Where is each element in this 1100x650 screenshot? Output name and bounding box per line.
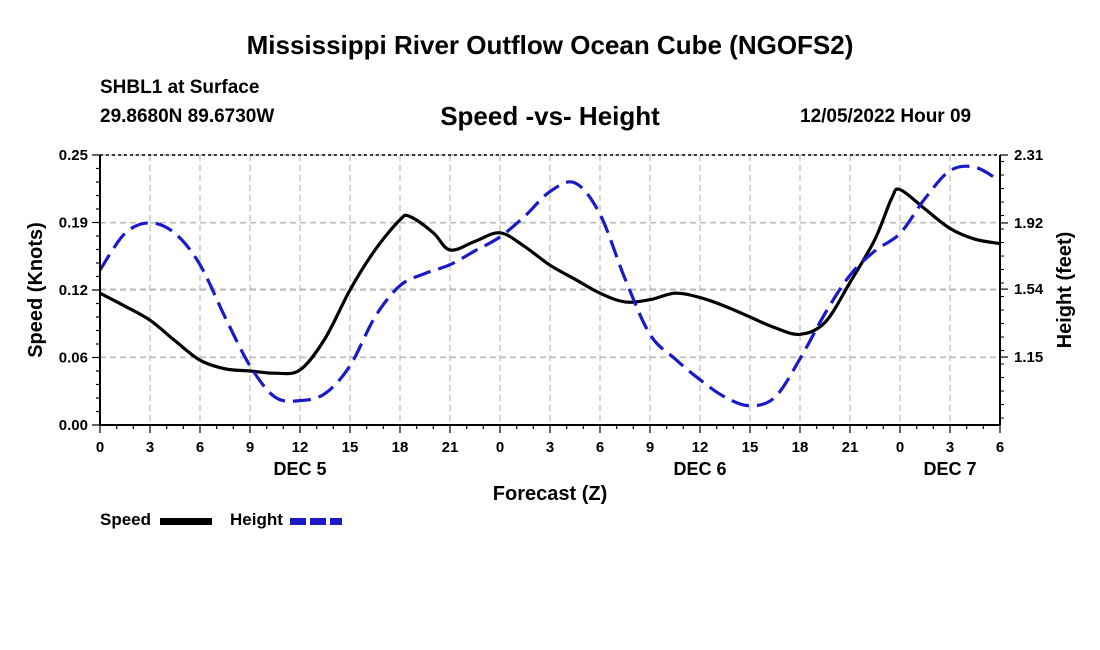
- legend-height-label: Height: [230, 510, 283, 529]
- x-tick-label: 15: [342, 439, 359, 456]
- x-tick-label: 21: [842, 439, 859, 456]
- series-line-speed: [99, 187, 1001, 376]
- y2-tick-label: 1.92: [1014, 215, 1043, 232]
- y-tick-label: 0.06: [59, 350, 88, 367]
- y-tick-label: 0.19: [59, 215, 88, 232]
- chart-subtitle: Speed -vs- Height: [440, 101, 660, 131]
- axes: 0 3 6 9 12 15 18 21 0 3 6 9 12 15 18 21 0 3 6 DEC 5 DEC 6 DEC…: [59, 147, 1044, 479]
- chart-title: Mississippi River Outflow Ocean Cube (NG…: [246, 30, 854, 60]
- station-coordinates: 29.8680N 89.6730W: [100, 106, 275, 127]
- y2-tick-label: 2.31: [1014, 147, 1043, 164]
- x-tick-label: 9: [246, 439, 254, 456]
- series-line-height: [98, 164, 1001, 408]
- y-tick-label: 0.25: [59, 147, 88, 164]
- y2-axis-label: Height (feet): [1054, 232, 1076, 349]
- x-tick-label: 0: [896, 439, 904, 456]
- x-tick-label: 0: [96, 439, 104, 456]
- legend-speed-label: Speed: [100, 510, 152, 529]
- date-label: DEC 6: [673, 459, 726, 479]
- date-label: DEC 5: [273, 459, 326, 479]
- x-tick-label: 3: [946, 439, 954, 456]
- x-tick-label: 18: [392, 439, 409, 456]
- y-tick-label: 0.00: [59, 417, 88, 434]
- grid-lines: [100, 154, 1000, 425]
- series-lines: [98, 164, 1001, 408]
- date-label: DEC 7: [923, 459, 976, 479]
- legend-speed-swatch: [160, 518, 212, 525]
- x-tick-label: 3: [146, 439, 154, 456]
- x-tick-label: 6: [596, 439, 604, 456]
- x-tick-label: 3: [546, 439, 554, 456]
- x-tick-label: 0: [496, 439, 504, 456]
- station-label: SHBL1 at Surface: [100, 77, 260, 98]
- x-tick-label: 9: [646, 439, 654, 456]
- x-axis-label: Forecast (Z): [493, 483, 607, 505]
- y2-tick-label: 1.54: [1014, 281, 1044, 298]
- y-tick-label: 0.12: [59, 282, 88, 299]
- x-tick-label: 15: [742, 439, 759, 456]
- x-tick-label: 6: [196, 439, 204, 456]
- x-tick-label: 12: [692, 439, 709, 456]
- x-tick-label: 21: [442, 439, 459, 456]
- x-tick-label: 12: [292, 439, 309, 456]
- x-tick-label: 18: [792, 439, 809, 456]
- y2-tick-label: 1.15: [1014, 349, 1043, 366]
- speed-height-chart: 0 3 6 9 12 15 18 21 0 3 6 9 12 15 18 21 0 3 6 DEC 5 DEC 6 DEC…: [25, 147, 1076, 505]
- x-tick-label: 6: [996, 439, 1004, 456]
- run-timestamp: 12/05/2022 Hour 09: [800, 106, 972, 127]
- legend-height-swatch: [290, 518, 342, 525]
- y-axis-label: Speed (Knots): [25, 222, 47, 358]
